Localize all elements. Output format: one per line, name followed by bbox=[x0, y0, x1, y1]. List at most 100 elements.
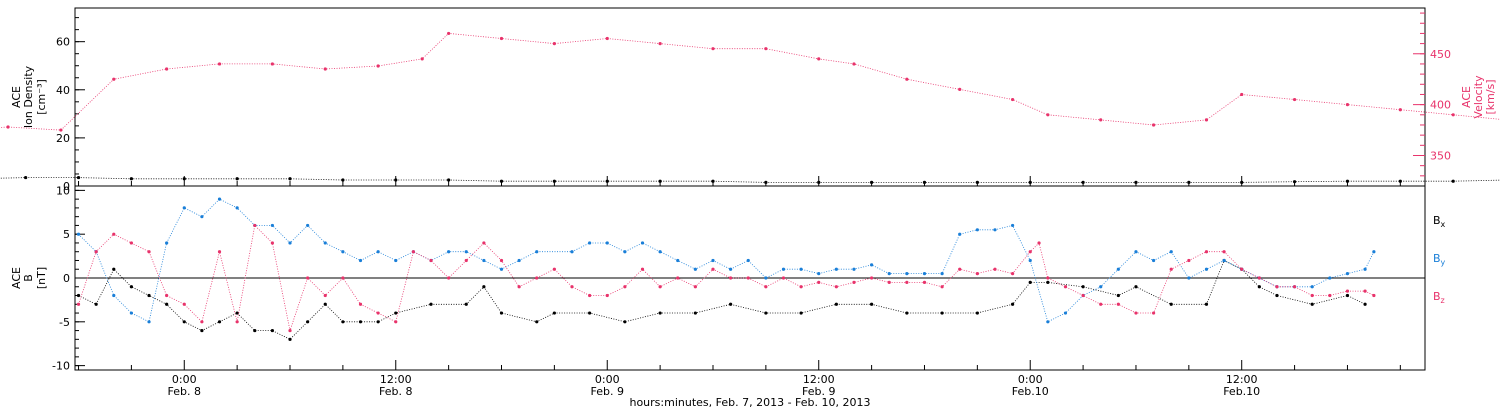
by-point bbox=[605, 241, 609, 245]
bx-point bbox=[905, 311, 909, 315]
legend-bx: Bx bbox=[1433, 214, 1446, 229]
bx-point bbox=[729, 302, 733, 306]
bz-point bbox=[1372, 293, 1376, 298]
by-point bbox=[358, 258, 363, 263]
velocity-axis-label-line2: Velocity bbox=[1472, 75, 1485, 119]
legend-bz: Bz bbox=[1433, 290, 1445, 305]
velocity-point bbox=[711, 47, 715, 51]
x-tick-time-label: 12:00 bbox=[803, 373, 835, 386]
by-point bbox=[623, 250, 627, 254]
density-point bbox=[1345, 179, 1350, 183]
bx-point bbox=[235, 311, 239, 315]
velocity-point bbox=[764, 47, 768, 51]
bx-point bbox=[129, 285, 133, 289]
density-point bbox=[922, 180, 927, 184]
legend-by: By bbox=[1433, 252, 1446, 267]
density-tick-label: 0 bbox=[63, 180, 70, 193]
by-point bbox=[905, 272, 909, 276]
b-tick-label: 10 bbox=[56, 184, 70, 197]
velocity-tick-label: 400 bbox=[1430, 99, 1451, 112]
density-point bbox=[552, 179, 556, 183]
by-point bbox=[376, 250, 380, 254]
bz-point bbox=[1345, 289, 1350, 293]
density-point bbox=[1292, 180, 1297, 184]
x-tick-time-label: 0:00 bbox=[1018, 373, 1043, 386]
by-point bbox=[394, 258, 398, 263]
x-tick-time-label: 0:00 bbox=[172, 373, 197, 386]
bx-point bbox=[270, 328, 274, 333]
by-point bbox=[217, 197, 222, 201]
density-point bbox=[1081, 180, 1085, 184]
b-axis-label-line1: ACE bbox=[10, 267, 23, 289]
by-point bbox=[182, 206, 186, 210]
x-tick-time-label: 0:00 bbox=[595, 373, 620, 386]
bx-point bbox=[623, 320, 627, 324]
density-point bbox=[24, 175, 28, 180]
density-point bbox=[1451, 179, 1455, 183]
svg-text:Bx: Bx bbox=[1433, 214, 1446, 229]
bx-point bbox=[341, 320, 345, 324]
by-point bbox=[640, 241, 645, 245]
b-tick-label: -10 bbox=[52, 360, 70, 373]
bz-point bbox=[323, 293, 327, 298]
velocity-point bbox=[1046, 113, 1050, 117]
bz-point bbox=[270, 241, 274, 245]
density-axis-label-line2: Ion Density bbox=[22, 65, 35, 128]
bz-point bbox=[1081, 293, 1085, 298]
bz-point bbox=[817, 280, 821, 284]
velocity-point bbox=[1398, 108, 1402, 112]
density-tick-label: 60 bbox=[56, 36, 70, 49]
x-tick-day-label: Feb. 8 bbox=[168, 385, 201, 398]
velocity-tick-label: 450 bbox=[1430, 48, 1451, 61]
by-point bbox=[1204, 267, 1209, 271]
bz-point bbox=[235, 320, 239, 324]
velocity-point bbox=[1010, 97, 1015, 102]
velocity-point bbox=[420, 57, 424, 61]
x-tick-day-label: Feb. 9 bbox=[802, 385, 835, 398]
density-point bbox=[1398, 179, 1402, 183]
marks-layer bbox=[0, 31, 1500, 341]
velocity-point bbox=[1240, 92, 1244, 97]
by-point bbox=[658, 250, 662, 254]
x-tick-day-label: Feb.10 bbox=[1223, 385, 1260, 398]
density-tick-label: 20 bbox=[56, 132, 70, 145]
bz-point bbox=[1099, 302, 1103, 306]
density-point bbox=[658, 179, 662, 183]
bz-point bbox=[165, 293, 169, 298]
x-tick-day-label: Feb. 9 bbox=[591, 385, 624, 398]
velocity-point bbox=[552, 42, 556, 46]
velocity-point bbox=[323, 67, 327, 71]
bx-point bbox=[147, 293, 151, 298]
bx-point-trace bbox=[78, 259, 1366, 340]
top-panel-frame bbox=[74, 7, 1426, 187]
velocity-point bbox=[499, 36, 504, 41]
by-point bbox=[922, 272, 927, 276]
by-point bbox=[1169, 250, 1173, 254]
bz-point bbox=[306, 276, 310, 280]
b-tick-label: 5 bbox=[63, 228, 70, 241]
bz-point bbox=[1116, 302, 1120, 306]
density-point bbox=[711, 179, 715, 183]
by-point bbox=[729, 267, 733, 271]
bx-point bbox=[1046, 280, 1050, 284]
legend-bx-name: B bbox=[1433, 214, 1441, 227]
by-point bbox=[165, 241, 169, 245]
density-point bbox=[975, 180, 979, 184]
x-axis-title: hours:minutes, Feb. 7, 2013 - Feb. 10, 2… bbox=[629, 396, 870, 409]
by-point-trace bbox=[78, 198, 1375, 323]
bx-point bbox=[975, 311, 979, 315]
by-point bbox=[1187, 276, 1191, 280]
b-axis-label-line2: B bbox=[22, 274, 35, 282]
bx-point bbox=[394, 311, 398, 315]
bz-point bbox=[147, 250, 151, 254]
bz-point bbox=[993, 267, 997, 271]
bx-point bbox=[940, 311, 944, 315]
velocity-point bbox=[1451, 113, 1455, 117]
velocity-axis-label-line1: ACE bbox=[1460, 86, 1473, 108]
bz-point bbox=[217, 250, 222, 254]
bz-point bbox=[1328, 293, 1332, 298]
bx-point bbox=[217, 320, 222, 324]
velocity-point bbox=[605, 36, 609, 41]
